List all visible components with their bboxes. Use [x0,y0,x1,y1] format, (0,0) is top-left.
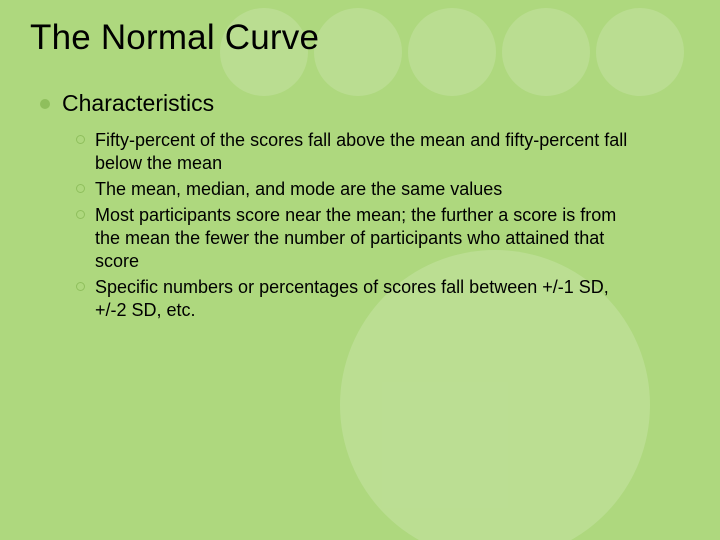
subheading: Characteristics [62,90,214,117]
slide-title: The Normal Curve [30,18,690,58]
list-item: The mean, median, and mode are the same … [76,178,690,201]
bullet-icon [40,99,50,109]
subbullet-icon [76,135,85,144]
list-item: Most participants score near the mean; t… [76,204,690,273]
item-text: Fifty-percent of the scores fall above t… [95,129,635,175]
item-text: The mean, median, and mode are the same … [95,178,502,201]
subbullet-icon [76,282,85,291]
list-item: Specific numbers or percentages of score… [76,276,690,322]
item-text: Most participants score near the mean; t… [95,204,635,273]
item-text: Specific numbers or percentages of score… [95,276,635,322]
subbullet-icon [76,184,85,193]
item-list: Fifty-percent of the scores fall above t… [76,129,690,322]
slide-content: The Normal Curve Characteristics Fifty-p… [0,0,720,322]
subbullet-icon [76,210,85,219]
subheading-row: Characteristics [40,90,690,117]
characteristics-section: Characteristics Fifty-percent of the sco… [40,90,690,322]
list-item: Fifty-percent of the scores fall above t… [76,129,690,175]
